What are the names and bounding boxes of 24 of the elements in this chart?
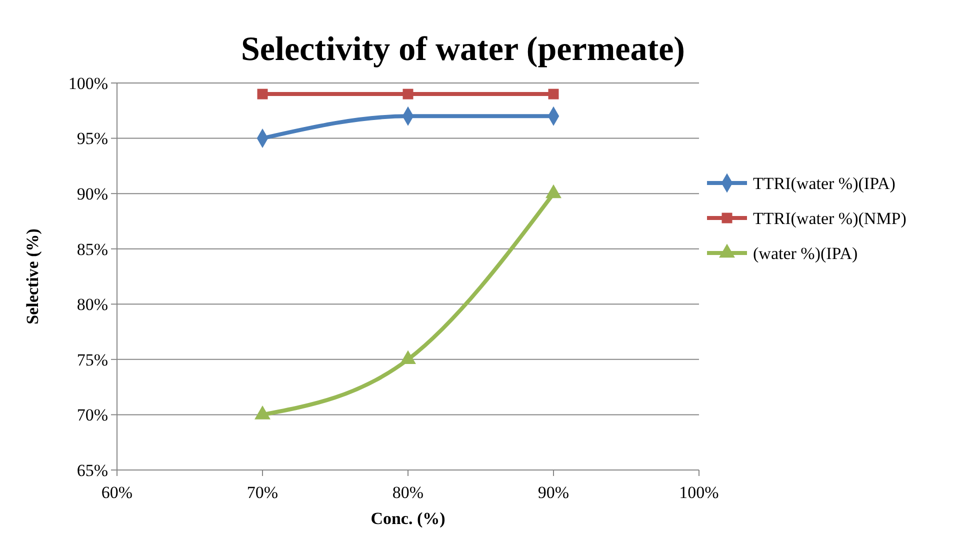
- chart-title: Selectivity of water (permeate): [241, 31, 685, 68]
- point: [400, 350, 416, 364]
- point: [402, 88, 414, 100]
- x-tick-label: 90%: [538, 483, 570, 502]
- point: [254, 406, 270, 420]
- y-tick-label: 70%: [76, 406, 108, 425]
- x-axis-title: Conc. (%): [370, 509, 446, 528]
- legend-label: TTRI(water %)(IPA): [753, 174, 896, 193]
- y-tick-label: 75%: [76, 350, 108, 370]
- y-axis-title: Selective (%): [23, 228, 42, 324]
- point: [548, 88, 559, 100]
- y-tick-label: 85%: [76, 240, 108, 259]
- point: [257, 88, 268, 100]
- y-tick-label: 90%: [76, 184, 108, 204]
- x-tick-label: 70%: [246, 483, 278, 502]
- x-tick-label: 60%: [101, 483, 133, 502]
- x-tick-label: 100%: [679, 483, 719, 502]
- y-tick-label: 80%: [76, 295, 108, 314]
- y-tick-label: 100%: [68, 74, 108, 93]
- y-tick-label: 65%: [76, 460, 108, 480]
- x-tick-label: 80%: [392, 483, 424, 502]
- legend-label: (water %)(IPA): [753, 244, 858, 263]
- legend-label: TTRI(water %)(NMP): [753, 208, 906, 228]
- y-tick-label: 95%: [76, 129, 108, 148]
